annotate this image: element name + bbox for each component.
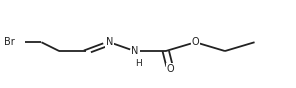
Text: O: O: [192, 37, 199, 47]
Text: O: O: [166, 64, 174, 74]
Text: N: N: [106, 37, 113, 47]
Text: Br: Br: [4, 37, 15, 47]
Text: N: N: [131, 46, 138, 56]
Text: H: H: [135, 59, 141, 68]
